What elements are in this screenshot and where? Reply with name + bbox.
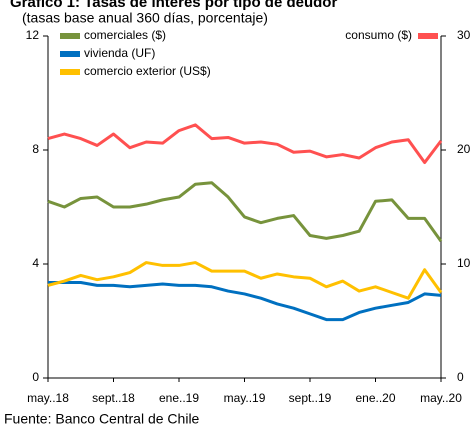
legend-label: vivienda (UF) [84, 46, 155, 60]
chart-subtitle: (tasas base anual 360 días, porcentaje) [22, 10, 268, 26]
x-tick-label: ene..19 [159, 391, 199, 405]
series-line [47, 261, 443, 300]
y2-tick-label: 0 [457, 370, 464, 384]
legend-label: consumo ($) [345, 28, 412, 42]
y2-tick-label: 30 [457, 28, 471, 42]
x-tick-label: sept..18 [92, 391, 135, 405]
x-tick-label: may..20 [420, 391, 462, 405]
y-tick-label: 8 [32, 142, 39, 156]
legend-label: comercio exterior (US$) [84, 64, 211, 78]
y-tick-label: 0 [32, 370, 39, 384]
source-note: Fuente: Banco Central de Chile [4, 411, 200, 425]
x-tick-label: sept..19 [289, 391, 332, 405]
y-tick-label: 4 [32, 256, 39, 270]
x-tick-label: may..19 [224, 391, 266, 405]
x-tick-label: ene..20 [355, 391, 395, 405]
x-tick-label: may..18 [27, 391, 69, 405]
y2-tick-label: 20 [457, 142, 471, 156]
y-tick-label: 12 [26, 28, 40, 42]
series-line [47, 181, 443, 243]
legend-label: comerciales ($) [84, 28, 166, 42]
series-line [47, 123, 443, 165]
chart-title: Gráfico 1: Tasas de interés por tipo de … [10, 0, 337, 11]
y2-tick-label: 10 [457, 256, 471, 270]
series-line [48, 281, 442, 322]
